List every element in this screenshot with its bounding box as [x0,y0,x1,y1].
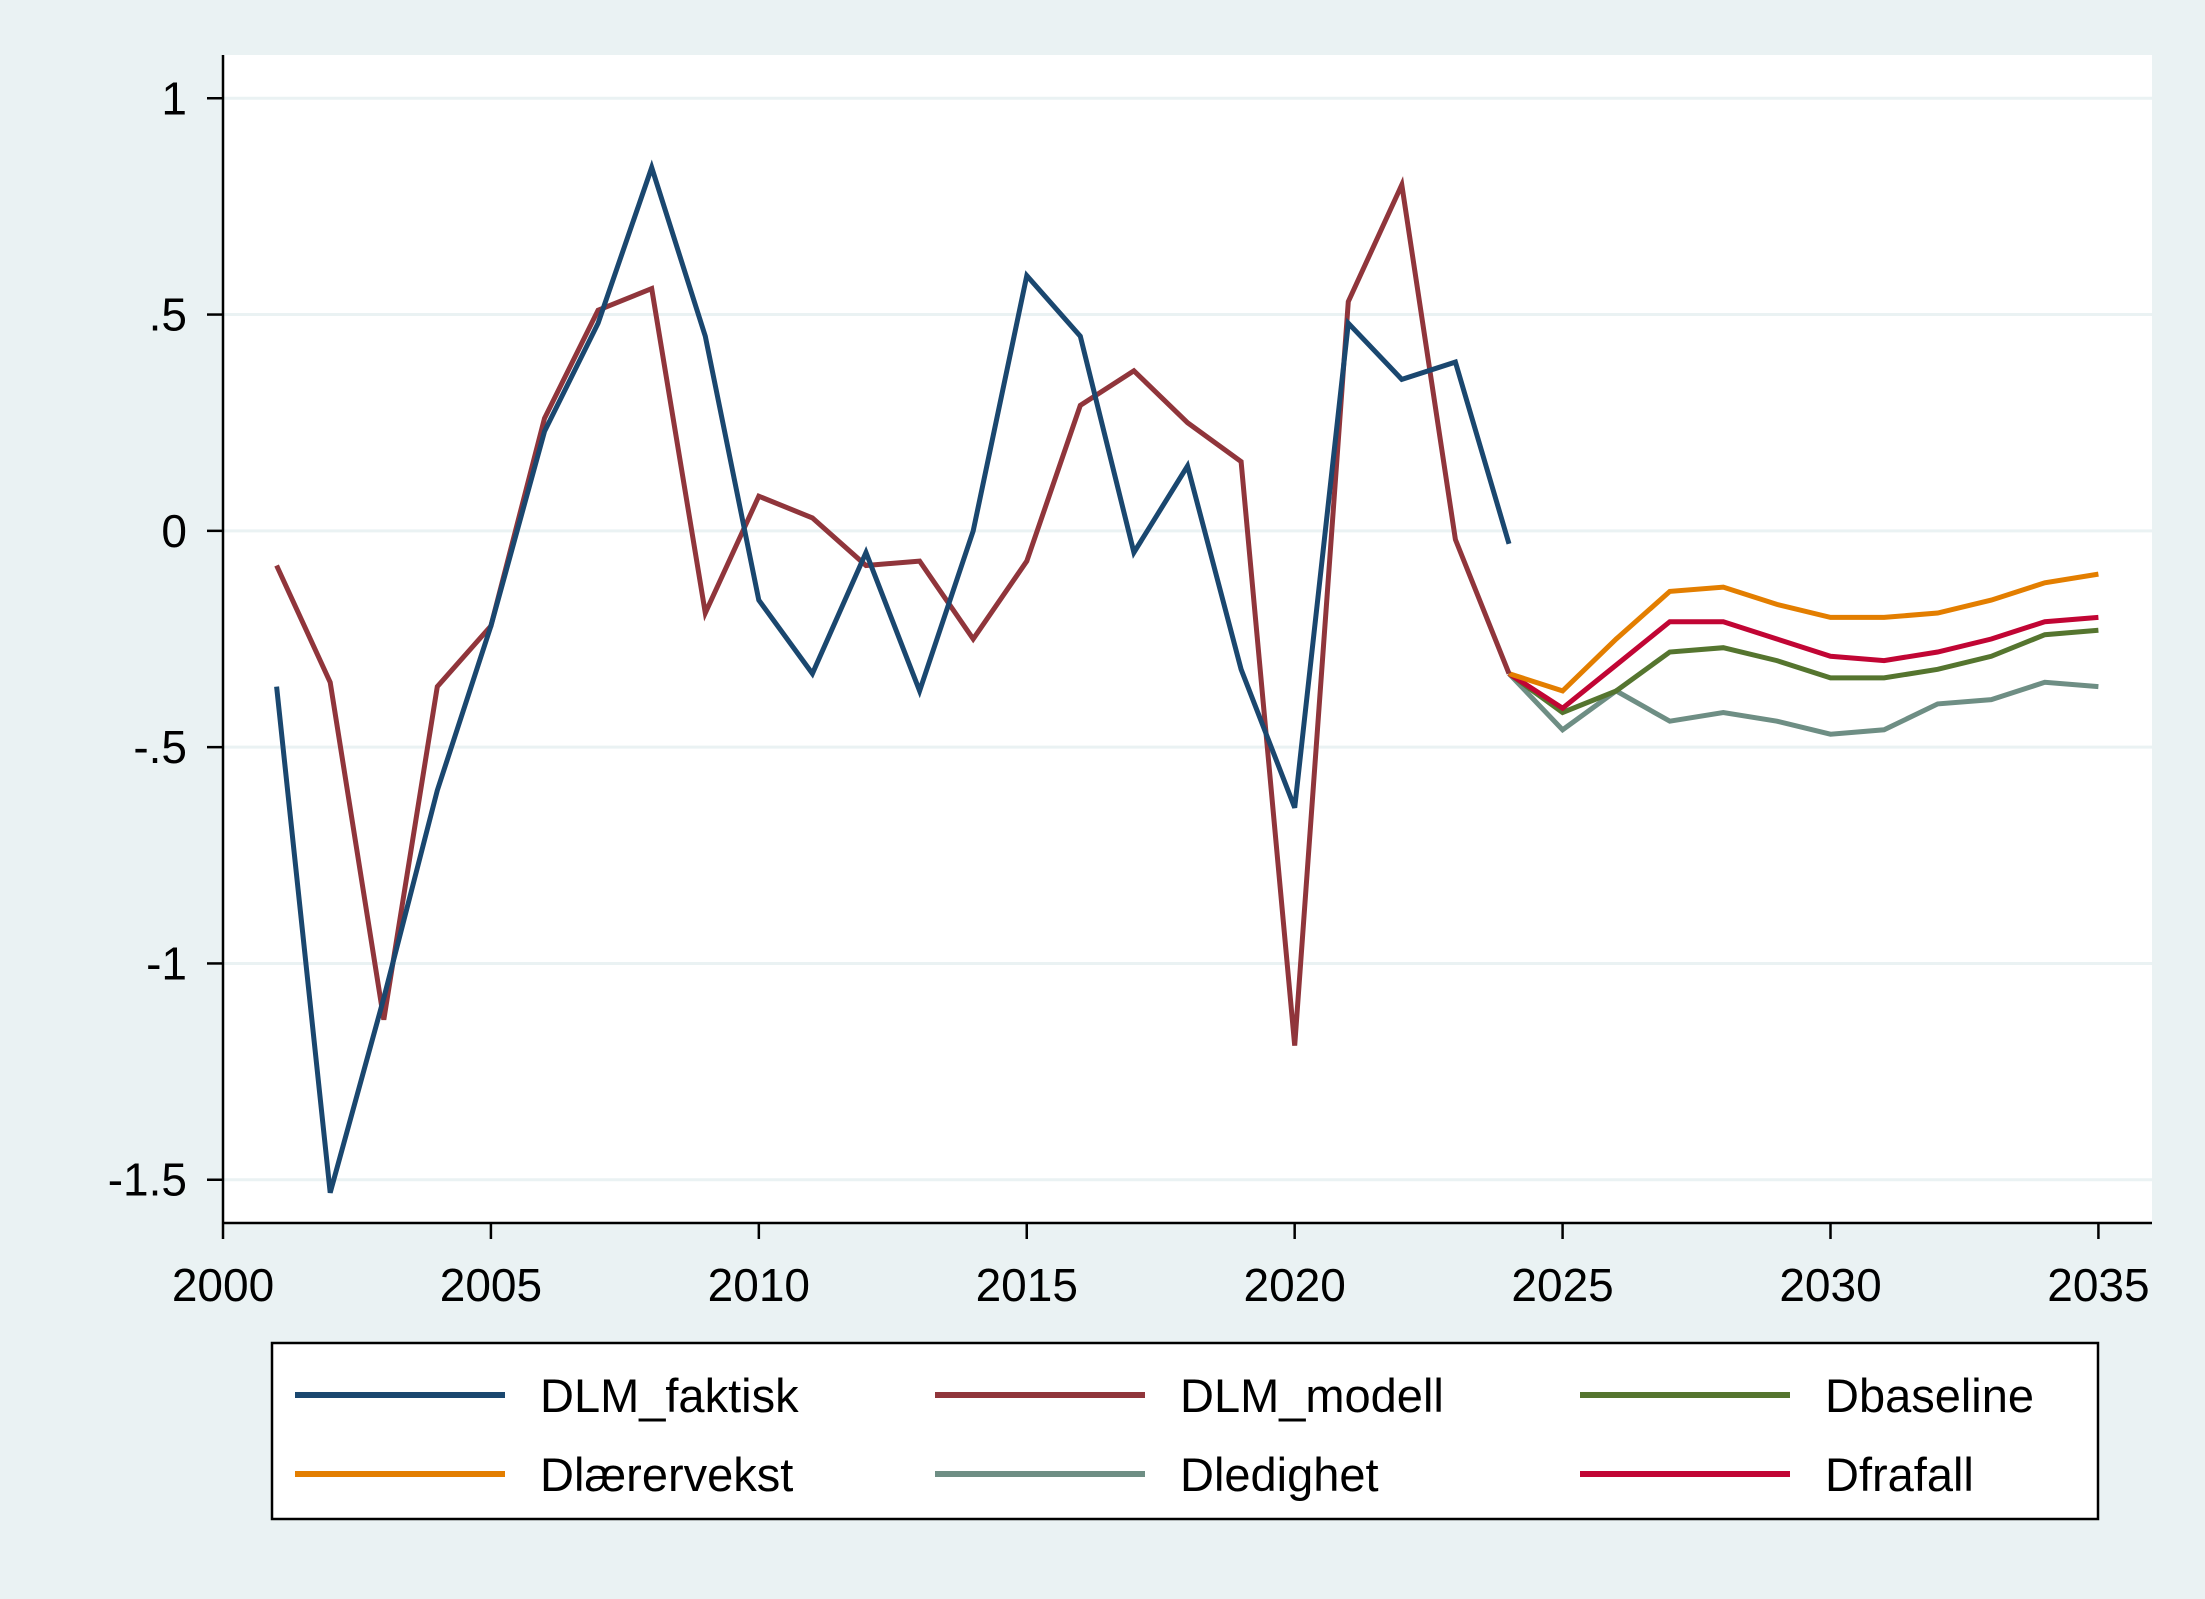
legend: DLM_faktisk DLM_modell Dbaseline Dlærerveks… [270,1341,2100,1521]
gridlines [223,96,2152,1182]
legend-label: Dledighet [1180,1448,1379,1501]
legend-box [270,1341,2100,1521]
series-line-dbaseline [1507,627,2099,716]
legend-label: DLM_modell [1180,1369,1444,1422]
y-tick-label: -1.5 [108,1154,187,1206]
series-line-dledighet [1507,671,2099,737]
series-line-dfrafall [1507,614,2099,712]
axes: 1 .5 0 -.5 -1 -1.5 2000 2005 2010 2015 2020 2025 203… [108,55,2152,1311]
x-tick-label: 2025 [1511,1259,1613,1311]
legend-label: DLM_faktisk [540,1369,799,1422]
x-tick-label: 2015 [976,1259,1078,1311]
y-tick-label: -1 [146,937,187,989]
series-line-dl-rervekst [1508,571,2099,694]
x-tick-label: 2035 [2047,1259,2149,1311]
series-lines [274,159,2099,1194]
legend-label: Dlærervekst [540,1448,793,1501]
x-tick-label: 2005 [440,1259,542,1311]
x-tick-label: 2030 [1779,1259,1881,1311]
x-tick-label: 2010 [708,1259,810,1311]
series-line-dlm-modell [274,176,1512,1046]
y-tick-label: .5 [149,289,187,341]
y-tick-label: 0 [161,505,187,557]
plot-area [223,55,2152,1223]
y-tick-label: -.5 [133,721,187,773]
x-tick-label: 2000 [172,1259,274,1311]
legend-label: Dfrafall [1825,1448,1974,1501]
y-tick-label: 1 [161,72,187,124]
series-line-dlm-faktisk [274,159,1512,1194]
x-tick-label: 2020 [1243,1259,1345,1311]
legend-label: Dbaseline [1825,1369,2034,1422]
